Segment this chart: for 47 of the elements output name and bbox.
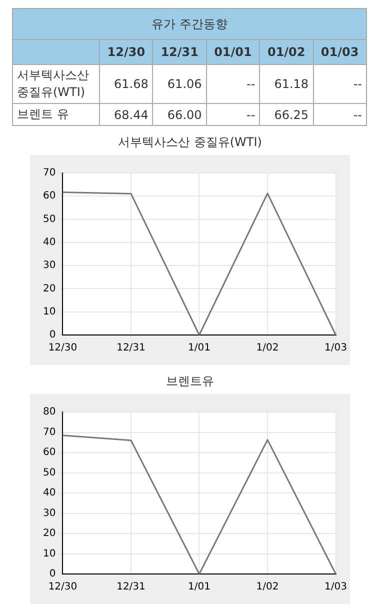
x-tick-label: 1/02	[256, 582, 279, 593]
category-label: 12/30	[100, 40, 153, 64]
y-tick-label: 20	[42, 283, 56, 294]
category-label: 01/01	[206, 40, 260, 64]
data-label: 61.18	[260, 64, 314, 104]
x-tick-label: 1/01	[188, 582, 210, 593]
data-label: --	[313, 104, 366, 126]
x-tick-label: 1/03	[324, 582, 348, 593]
y-tick-label: 50	[42, 214, 56, 225]
chart-title: 서부텍사스산 중질유(WTI)	[117, 134, 263, 151]
x-tick-label: 12/30	[48, 342, 78, 354]
y-tick-label: 70	[42, 426, 56, 438]
x-tick-label: 12/30	[48, 582, 78, 593]
y-tick-label: 0	[49, 568, 56, 580]
y-tick-label: 50	[42, 467, 56, 478]
data-label: --	[206, 104, 260, 126]
y-tick-label: 0	[49, 330, 56, 341]
x-tick-label: 1/01	[188, 342, 210, 354]
category-label: 01/03	[313, 40, 366, 64]
text: 유가 주간동향	[12, 8, 366, 40]
x-tick-label: 1/02	[256, 342, 279, 354]
y-tick-label: 60	[42, 447, 56, 458]
text: 서부텍사스산 중질유(WTI)	[12, 64, 100, 104]
x-tick-label: 12/31	[116, 582, 146, 593]
data-label: 66.00	[152, 104, 206, 126]
x-tick-label: 1/03	[324, 342, 348, 354]
category-label: 12/31	[152, 40, 206, 64]
y-tick-label: 30	[42, 260, 56, 272]
data-label: 61.68	[100, 64, 153, 104]
category-label: 01/02	[260, 40, 314, 64]
y-tick-label: 40	[42, 488, 56, 499]
y-tick-label: 10	[42, 548, 56, 560]
x-tick-label: 12/31	[116, 342, 146, 354]
y-tick-label: 30	[42, 508, 56, 519]
data-label: --	[313, 64, 366, 104]
y-tick-label: 10	[42, 306, 56, 318]
y-tick-label: 60	[42, 190, 56, 202]
y-tick-label: 80	[42, 406, 56, 418]
data-label: --	[206, 64, 260, 104]
data-label: 61.06	[152, 64, 206, 104]
y-tick-label: 40	[42, 237, 56, 248]
chart-title: 브렌트유	[165, 373, 215, 390]
y-tick-label: 20	[42, 528, 56, 540]
text: 브렌트 유	[12, 104, 100, 126]
data-label: 68.44	[100, 104, 153, 126]
y-tick-label: 70	[42, 168, 56, 179]
data-label: 66.25	[260, 104, 314, 126]
